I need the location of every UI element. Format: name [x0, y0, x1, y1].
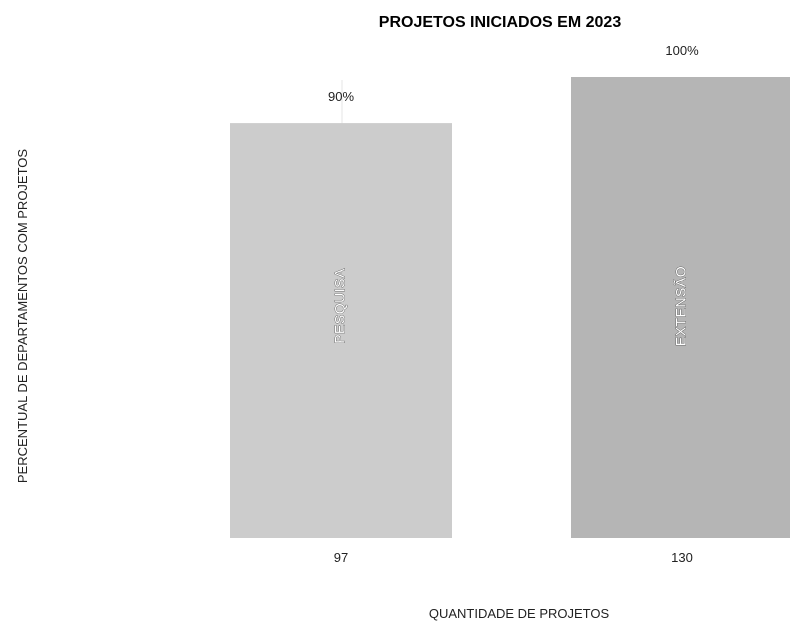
bar-name-0: PESQUISA — [332, 268, 348, 344]
x-axis-label: QUANTIDADE DE PROJETOS — [429, 606, 610, 621]
x-tick-label-1: 130 — [671, 550, 693, 565]
value-label-0: 90% — [328, 89, 354, 104]
bar-name-1: EXTENSÃO — [673, 266, 689, 346]
value-label-1: 100% — [665, 43, 699, 58]
y-axis-label: PERCENTUAL DE DEPARTAMENTOS COM PROJETOS — [15, 149, 30, 484]
bar-1 — [571, 77, 790, 538]
bar-0 — [230, 123, 452, 538]
x-tick-label-0: 97 — [334, 550, 348, 565]
chart-title: PROJETOS INICIADOS EM 2023 — [379, 14, 622, 31]
bars-layer: 90% PESQUISA 97 100% EXTENSÃO 130 — [230, 43, 790, 565]
